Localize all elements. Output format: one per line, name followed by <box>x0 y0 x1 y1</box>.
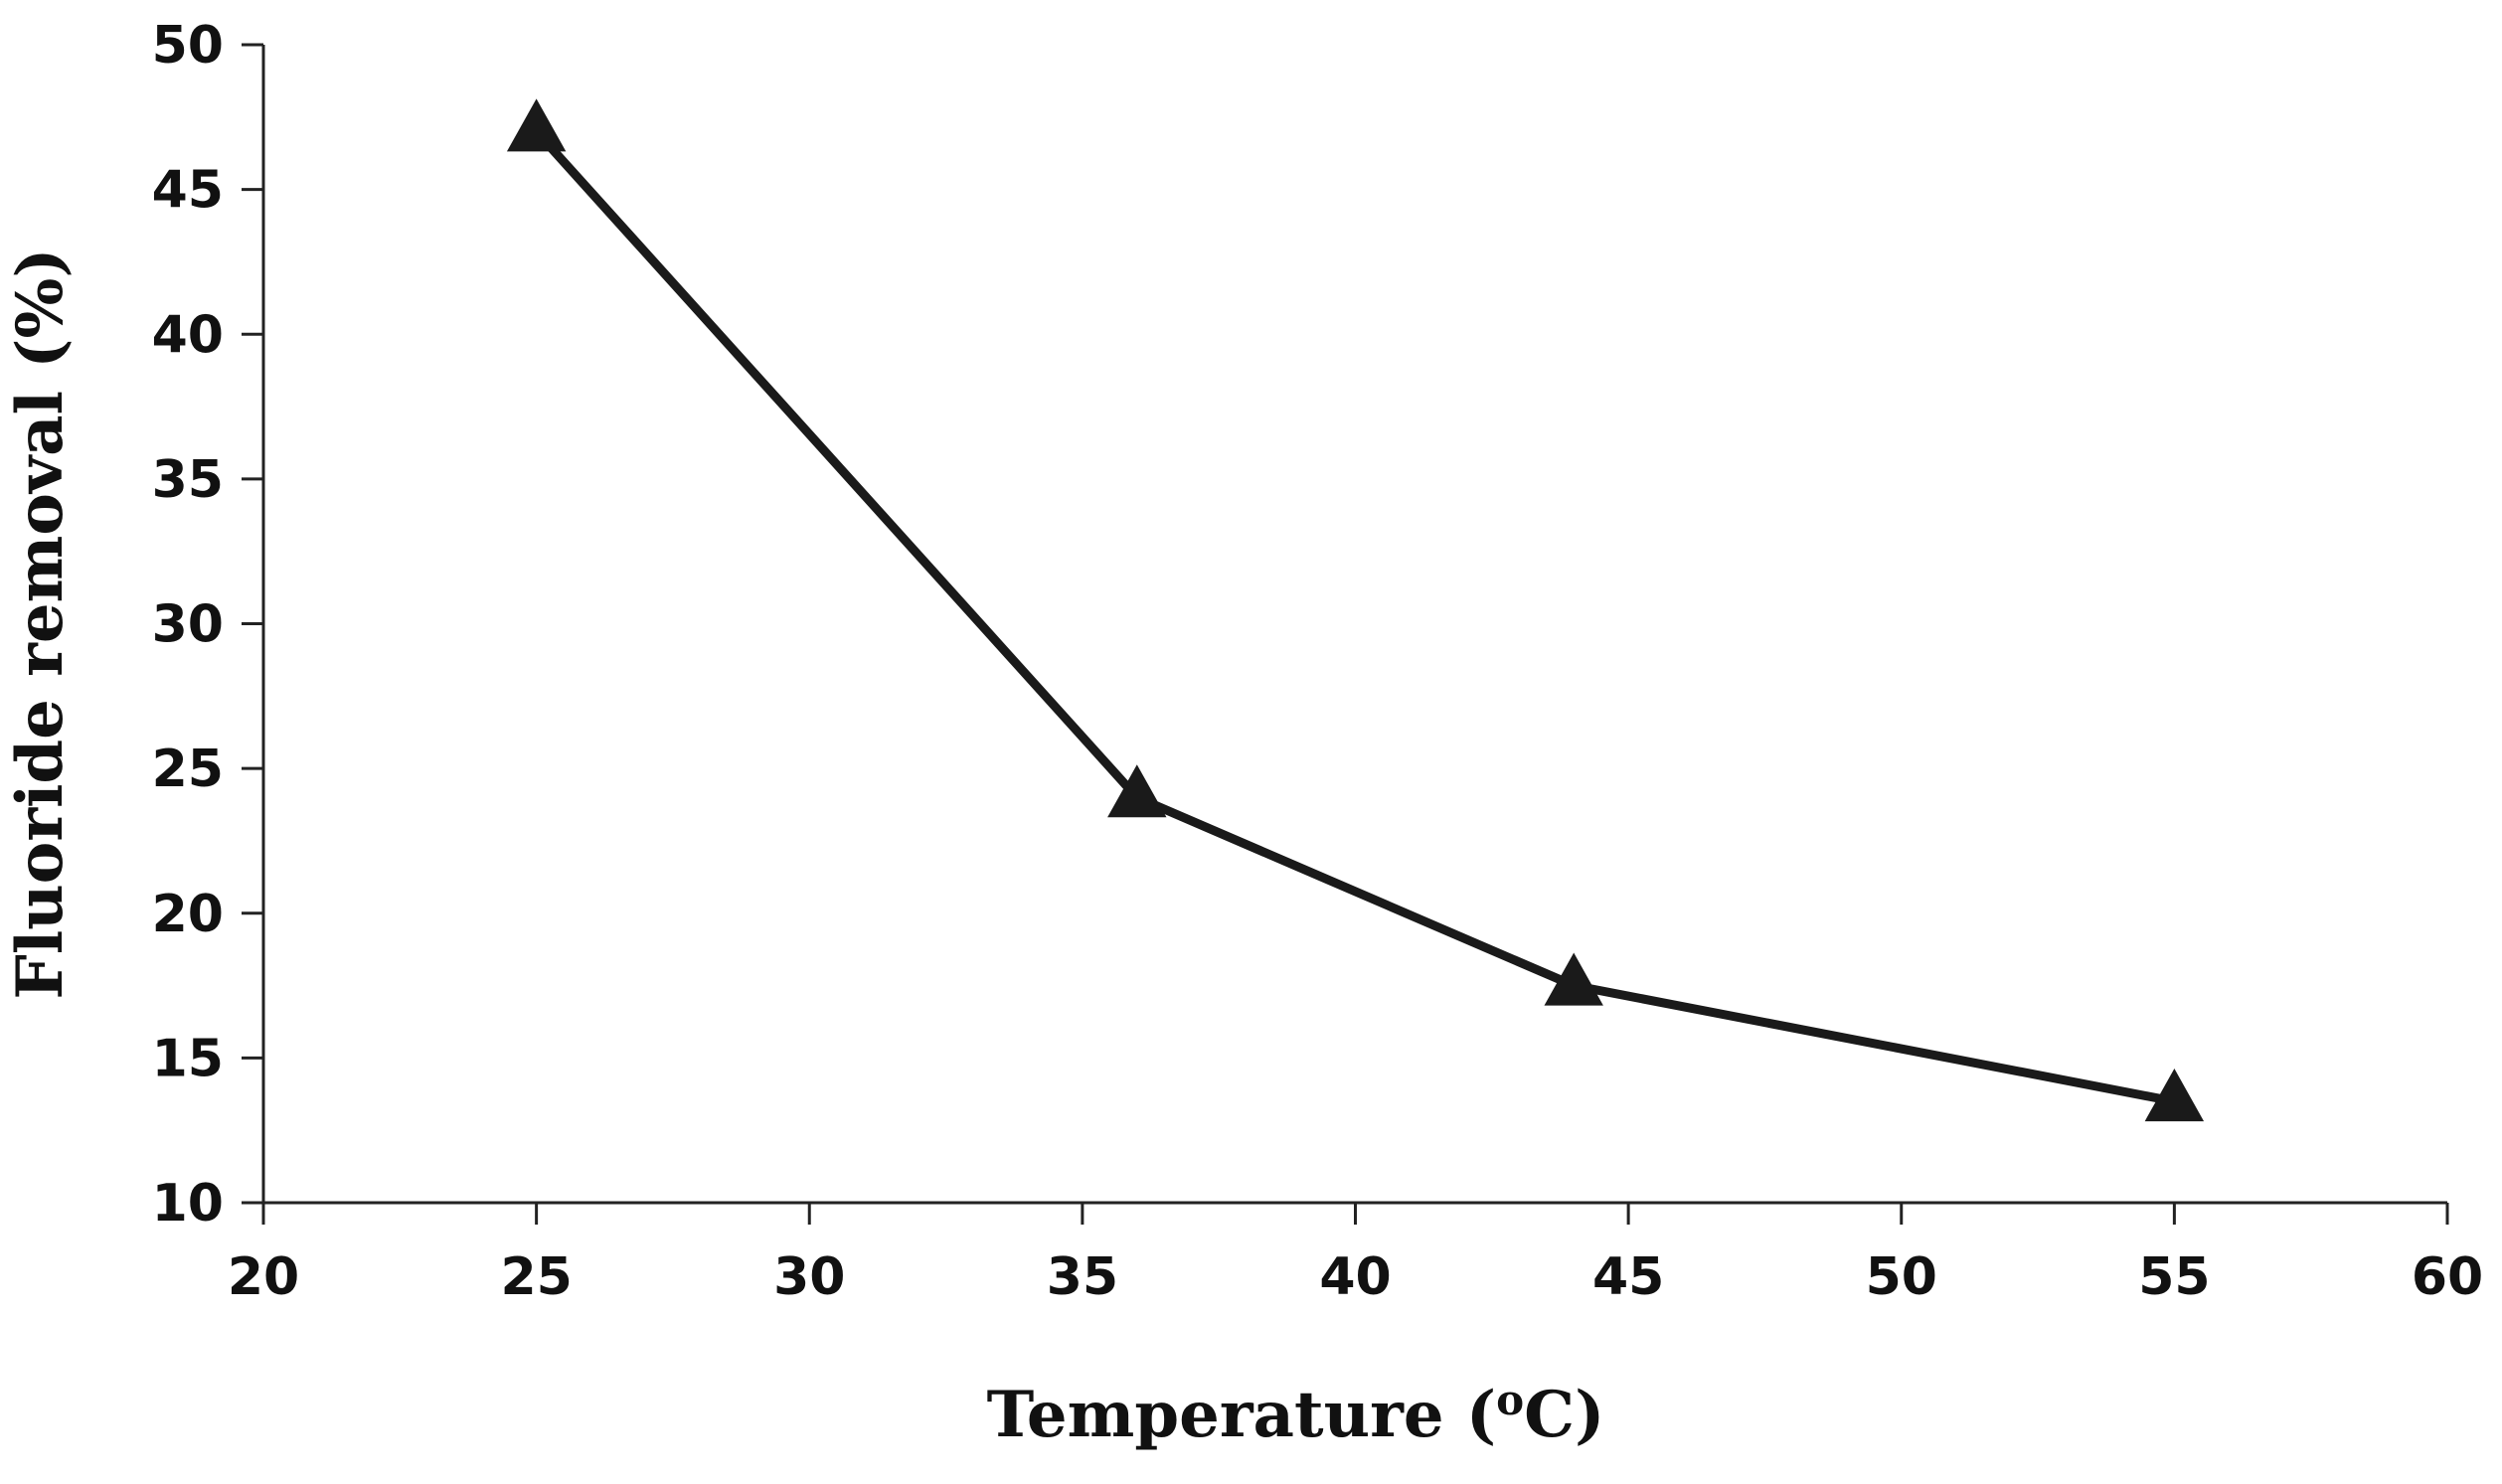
y-tick-label: 45 <box>152 161 224 221</box>
y-tick-label: 20 <box>152 885 224 944</box>
x-axis-title-main: Temperature ( <box>987 1378 1496 1452</box>
data-point-triangle <box>506 98 567 152</box>
data-point-triangle <box>2144 1069 2205 1122</box>
y-tick-label: 15 <box>152 1029 224 1088</box>
x-tick-label: 40 <box>1319 1247 1391 1307</box>
x-axis-title: Temperature (oC) <box>987 1376 1605 1452</box>
y-tick-label: 30 <box>152 595 224 655</box>
series-line <box>533 128 2176 1106</box>
x-axis-title-superscript: o <box>1496 1376 1524 1424</box>
data-point-triangle <box>1107 764 1167 818</box>
x-tick-label: 30 <box>773 1247 845 1307</box>
y-tick-label: 10 <box>152 1174 224 1234</box>
y-tick-label: 50 <box>152 16 224 76</box>
x-tick-label: 20 <box>228 1247 299 1307</box>
tick-labels: 10 15 20 25 30 35 40 45 50 20 25 30 35 40 45 50 55 60 <box>152 16 2484 1307</box>
axes <box>242 43 2449 1225</box>
y-tick-label: 35 <box>152 450 224 510</box>
series-layer <box>506 98 2205 1122</box>
x-tick-label: 25 <box>500 1247 572 1307</box>
x-axis-title-tail: C) <box>1524 1378 1604 1452</box>
y-tick-label: 40 <box>152 305 224 365</box>
x-tick-label: 55 <box>2138 1247 2210 1307</box>
data-point-triangle <box>1544 952 1603 1006</box>
y-axis-title: Fluoride removal (%) <box>3 247 78 999</box>
y-tick-label: 25 <box>152 740 224 799</box>
x-tick-label: 45 <box>1592 1247 1664 1307</box>
x-tick-label: 35 <box>1047 1247 1118 1307</box>
x-tick-label: 60 <box>2412 1247 2483 1307</box>
x-tick-label: 50 <box>1866 1247 1937 1307</box>
